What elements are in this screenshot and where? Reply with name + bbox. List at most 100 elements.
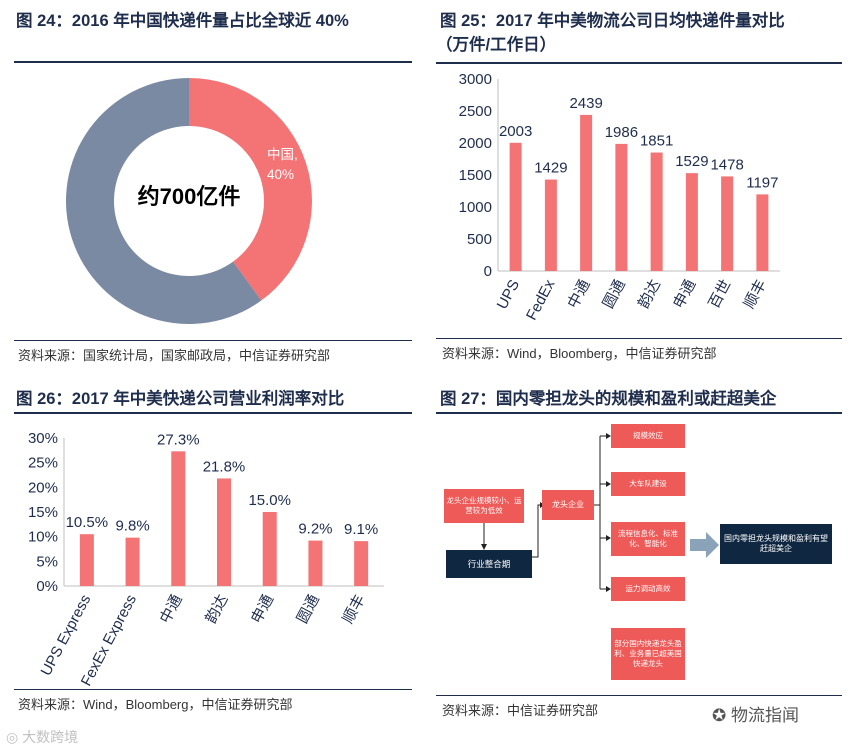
watermark-right: ✪ 物流指闻 xyxy=(712,701,799,726)
data-label: 10.5% xyxy=(66,514,109,531)
y-tick-label: 10% xyxy=(28,529,58,546)
x-tick-label: 中通 xyxy=(157,592,186,626)
data-label: 1851 xyxy=(640,133,673,150)
fig26-source: 资料来源：Wind，Bloomberg，中信证券研究部 xyxy=(18,697,293,712)
x-tick-label: 韵达 xyxy=(635,277,664,311)
data-label: 15.0% xyxy=(248,492,291,509)
fig24-donut-chart: 约700亿件 中国, 40% 全球其 他国家, 60% xyxy=(32,78,312,324)
y-tick-label: 2000 xyxy=(459,135,492,152)
x-tick-label: UPS xyxy=(494,277,523,312)
fig25-panel: 图 25：2017 年中美物流公司日均快递件量对比 （万件/工作日） 0 500 1… xyxy=(436,6,842,366)
bar xyxy=(79,534,94,586)
wechat-icon: ✪ xyxy=(712,706,731,725)
x-tick-label: 顺丰 xyxy=(340,592,369,626)
fig27-source: 资料来源：中信证券研究部 xyxy=(442,703,599,718)
data-label: 1986 xyxy=(605,124,638,141)
fig25-bar-chart: 0 500 1000 1500 2000 2500 3000 2003 UPS 1429 FedEx… xyxy=(459,71,780,323)
y-tick-label: 15% xyxy=(28,504,58,521)
fig27-flow-connectors xyxy=(481,433,719,592)
x-tick-label: 圆通 xyxy=(294,592,323,626)
fig27-top-rule xyxy=(436,412,842,414)
y-tick-label: 1000 xyxy=(459,199,492,216)
x-tick-label: 中通 xyxy=(565,277,594,311)
data-label: 2439 xyxy=(569,95,602,112)
fig24-center-label: 约700亿件 xyxy=(138,184,241,209)
data-label: 2003 xyxy=(499,123,532,140)
bar xyxy=(354,541,369,586)
fig24-source: 资料来源：国家统计局，国家邮政局，中信证券研究部 xyxy=(18,348,331,363)
fig24-china-label-2: 40% xyxy=(267,167,294,182)
bar xyxy=(509,142,522,271)
data-label: 21.8% xyxy=(203,458,246,475)
bar xyxy=(721,176,734,271)
bar xyxy=(262,512,277,586)
fig27-left-box: 龙头企业规模较小、运营较为低效 xyxy=(444,489,524,523)
fig24-top-rule xyxy=(14,61,412,63)
fig26-panel: 图 26：2017 年中美快递公司营业利润率对比 0% 5% 10% 15% 20% 25… xyxy=(14,384,412,724)
x-tick-label: 申通 xyxy=(248,592,277,626)
bar xyxy=(125,537,140,586)
x-tick-label: 圆通 xyxy=(600,277,629,311)
bar xyxy=(308,540,323,586)
data-label: 1478 xyxy=(710,156,743,173)
fig24-china-label-1: 中国, xyxy=(267,147,298,162)
fig26-title: 图 26：2017 年中美快递公司营业利润率对比 xyxy=(16,390,345,408)
bar xyxy=(685,173,698,271)
fig25-bottom-rule xyxy=(436,338,842,339)
data-label: 9.1% xyxy=(344,521,378,538)
y-tick-label: 1500 xyxy=(459,167,492,184)
fig24-bottom-rule xyxy=(14,340,412,341)
fig27-item-fleet: 大车队建设 xyxy=(611,472,685,496)
fig27-item-profit: 部分国内快递龙头盈利、业务量已超美国快递龙头 xyxy=(611,628,685,680)
x-tick-label: 申通 xyxy=(670,277,699,311)
fig27-title: 图 27：国内零担龙头的规模和盈利或赶超美企 xyxy=(440,390,777,408)
x-tick-label: 顺丰 xyxy=(741,277,770,311)
fig25-top-rule xyxy=(436,62,842,64)
bar xyxy=(217,478,231,586)
x-tick-label: 百世 xyxy=(706,277,735,311)
fig26-bottom-rule xyxy=(14,689,412,690)
donut-slice xyxy=(189,78,312,301)
watermark-left-icon: ◎ xyxy=(6,729,23,745)
data-label: 9.2% xyxy=(298,521,332,538)
x-tick-label: FedEx xyxy=(523,276,559,323)
fig25-source: 资料来源：Wind，Bloomberg，中信证券研究部 xyxy=(442,346,717,361)
fig27-leader-box: 龙头企业 xyxy=(542,490,594,520)
bar xyxy=(580,114,593,272)
y-tick-label: 5% xyxy=(36,553,58,570)
watermark-right-text: 物流指闻 xyxy=(730,706,799,725)
data-label: 1197 xyxy=(746,174,778,191)
x-tick-label: 韵达 xyxy=(202,592,231,626)
fig24-other-label-2: 他国家, xyxy=(32,267,76,283)
data-label: 1529 xyxy=(675,153,708,170)
data-label: 9.8% xyxy=(115,518,149,535)
y-tick-label: 0% xyxy=(36,578,58,595)
watermark-left: ◎ 大数跨境 xyxy=(6,727,78,747)
y-tick-label: 25% xyxy=(28,455,58,472)
fig24-other-label-3: 60% xyxy=(39,288,66,303)
fig26-bar-chart: 0%5%10%15%20%25%30%10.5%UPS Express9.8%F… xyxy=(28,430,384,686)
bar xyxy=(756,194,769,271)
y-tick-label: 20% xyxy=(28,479,58,496)
fig27-consolidation-box: 行业整合期 xyxy=(446,550,532,578)
fig25-title-line1: 图 25：2017 年中美物流公司日均快递件量对比 xyxy=(440,12,785,30)
bar xyxy=(615,143,628,271)
fig27-bottom-rule xyxy=(436,695,842,696)
y-tick-label: 30% xyxy=(28,430,58,447)
bar xyxy=(650,152,663,271)
donut-slice xyxy=(66,78,262,324)
y-tick-label: 2500 xyxy=(459,103,492,120)
bar xyxy=(171,451,186,586)
y-tick-label: 3000 xyxy=(459,71,492,88)
fig27-result-box: 国内零担龙头规模和盈利有望赶超美企 xyxy=(720,524,832,564)
fig26-top-rule xyxy=(14,412,412,414)
y-tick-label: 0 xyxy=(484,263,492,280)
bar xyxy=(544,179,557,271)
data-label: 1429 xyxy=(534,160,567,177)
fig24-panel: 图 24：2016 年中国快递件量占比全球近 40% 约700亿件 中国, 40… xyxy=(14,6,412,366)
data-label: 27.3% xyxy=(157,431,200,448)
fig24-title: 图 24：2016 年中国快递件量占比全球近 40% xyxy=(16,12,349,30)
fig27-item-scale: 规模效应 xyxy=(611,424,685,448)
fig27-item-capacity: 运力调动高效 xyxy=(611,577,685,601)
fig27-panel: 图 27：国内零担龙头的规模和盈利或赶超美企 龙头企业规模较小、运营较为低效 行… xyxy=(436,384,842,724)
